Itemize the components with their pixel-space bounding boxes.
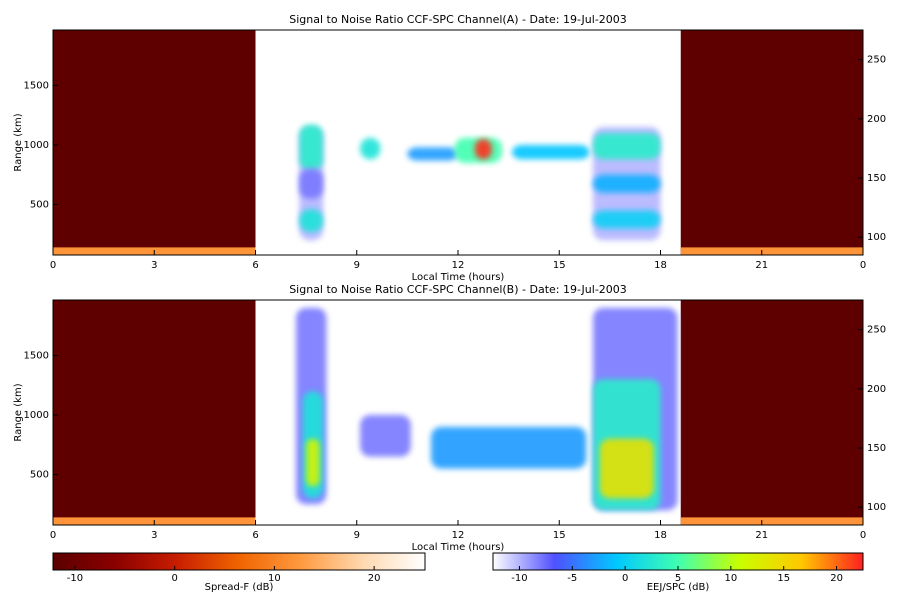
colorbar-tick-label: 5	[675, 573, 681, 584]
snr-patch	[360, 137, 381, 160]
snr-patch	[680, 30, 863, 255]
x-tick-label: 9	[354, 530, 360, 541]
y-tick-label: 500	[30, 470, 49, 481]
colorbar	[52, 552, 426, 571]
colorbar-label: EEJ/SPC (dB)	[647, 582, 710, 593]
x-tick-label: 6	[252, 530, 258, 541]
snr-patch	[306, 438, 320, 487]
y2-tick-label: 150	[867, 443, 886, 454]
snr-patch	[53, 30, 256, 255]
x-axis-label: Local Time (hours)	[412, 542, 505, 553]
colorbar-tick-label: 15	[777, 573, 790, 584]
y-axis-label: Range (km)	[13, 383, 24, 441]
colorbar-tick-label: 10	[268, 573, 281, 584]
x-tick-label: 21	[755, 530, 768, 541]
x-tick-label: 0	[50, 530, 56, 541]
snr-patch	[680, 300, 863, 525]
x-tick-label: 15	[553, 530, 566, 541]
snr-patch	[407, 147, 458, 161]
plot-area	[53, 30, 863, 255]
x-tick-label: 3	[151, 530, 157, 541]
snr-patch	[360, 415, 411, 457]
x-tick-label: 0	[860, 530, 866, 541]
chart-title: Signal to Noise Ratio CCF-SPC Channel(A)…	[289, 13, 627, 26]
y-axis-label: Range (km)	[13, 113, 24, 171]
x-tick-label: 9	[354, 260, 360, 271]
x-tick-label: 18	[654, 260, 667, 271]
colorbar-tick-label: 20	[368, 573, 381, 584]
colorbar-tick-label: 0	[171, 573, 177, 584]
colorbar-tick-label: 10	[724, 573, 737, 584]
colorbar-tick-label: -10	[67, 573, 83, 584]
colorbar-tick-label: -10	[511, 573, 527, 584]
colorbar-tick-label: 0	[622, 573, 628, 584]
y-tick-label: 1000	[24, 410, 49, 421]
x-tick-label: 3	[151, 260, 157, 271]
snr-patch	[593, 133, 661, 160]
y2-tick-label: 250	[867, 55, 886, 66]
snr-patch	[299, 209, 323, 232]
x-tick-label: 0	[50, 260, 56, 271]
x-tick-label: 15	[553, 260, 566, 271]
x-tick-label: 18	[654, 530, 667, 541]
x-tick-label: 12	[452, 260, 465, 271]
chart-title: Signal to Noise Ratio CCF-SPC Channel(B)…	[289, 283, 627, 296]
y-tick-label: 1500	[24, 80, 49, 91]
snr-patch	[680, 247, 863, 255]
snr-patch	[593, 174, 661, 193]
y-tick-label: 1500	[24, 350, 49, 361]
colorbar-tick-label: -5	[567, 573, 577, 584]
y2-tick-label: 150	[867, 173, 886, 184]
snr-patch	[299, 168, 323, 199]
snr-patch	[53, 300, 256, 525]
snr-patch	[512, 145, 590, 160]
colorbar-tick-label: 20	[830, 573, 843, 584]
y2-tick-label: 250	[867, 325, 886, 336]
snr-patch	[593, 210, 661, 229]
x-tick-label: 12	[452, 530, 465, 541]
colorbar-label: Spread-F (dB)	[205, 582, 274, 593]
x-tick-label: 6	[252, 260, 258, 271]
x-tick-label: 21	[755, 260, 768, 271]
snr-patch	[680, 517, 863, 525]
y2-tick-label: 200	[867, 384, 886, 395]
snr-patch	[474, 139, 492, 160]
snr-patch	[431, 426, 587, 469]
y-tick-label: 1000	[24, 140, 49, 151]
x-tick-label: 0	[860, 260, 866, 271]
y-tick-label: 500	[30, 200, 49, 211]
y2-tick-label: 200	[867, 114, 886, 125]
snr-patch	[299, 124, 323, 170]
x-axis-label: Local Time (hours)	[412, 272, 505, 283]
snr-patch	[599, 438, 654, 499]
plot-area	[53, 300, 863, 525]
y2-tick-label: 100	[867, 502, 886, 513]
y2-tick-label: 100	[867, 232, 886, 243]
